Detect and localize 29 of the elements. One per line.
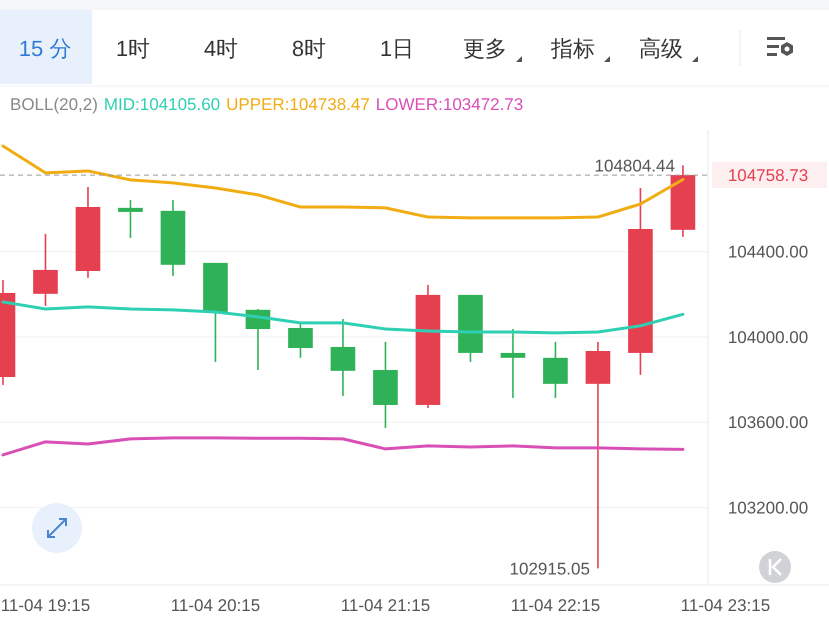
annotation: 102915.05 [510, 559, 590, 578]
text: MID:104105.60 [104, 95, 220, 114]
ref-line-label: 104758.73 [728, 166, 808, 186]
text: 更多 [463, 36, 507, 61]
x-tick-label: 11-04 21:15 [340, 596, 430, 615]
candlestick [118, 199, 143, 239]
y-tick-label: 103600.00 [728, 413, 808, 432]
legend-title: BOLL(20,2) [10, 95, 98, 114]
text: LOWER:103472.73 [376, 95, 524, 114]
text: 1时 [116, 36, 150, 61]
text: UPPER:104738.47 [226, 95, 370, 114]
y-tick-label: 103200.00 [728, 498, 808, 518]
line-series [1, 300, 684, 334]
line-series [1, 144, 684, 220]
line-series [1, 436, 684, 456]
x-tick-label: 11-04 23:15 [680, 596, 770, 615]
annotation: 104804.44 [594, 156, 675, 176]
y-tick-label: 104400.00 [728, 242, 808, 262]
text: 4时 [204, 36, 238, 61]
x-tick-label: 11-04 19:15 [0, 596, 90, 615]
y-tick-label: 104000.00 [728, 328, 808, 347]
candlestick [500, 328, 526, 399]
x-tick-label: 11-04 22:15 [510, 596, 600, 615]
text: 1日 [380, 36, 414, 61]
x-tick-label: 11-04 20:15 [170, 596, 260, 615]
text: 高级 [639, 36, 683, 61]
text: 指标 [550, 36, 595, 61]
text: 15 分 [18, 36, 72, 61]
text: 8时 [292, 36, 326, 61]
